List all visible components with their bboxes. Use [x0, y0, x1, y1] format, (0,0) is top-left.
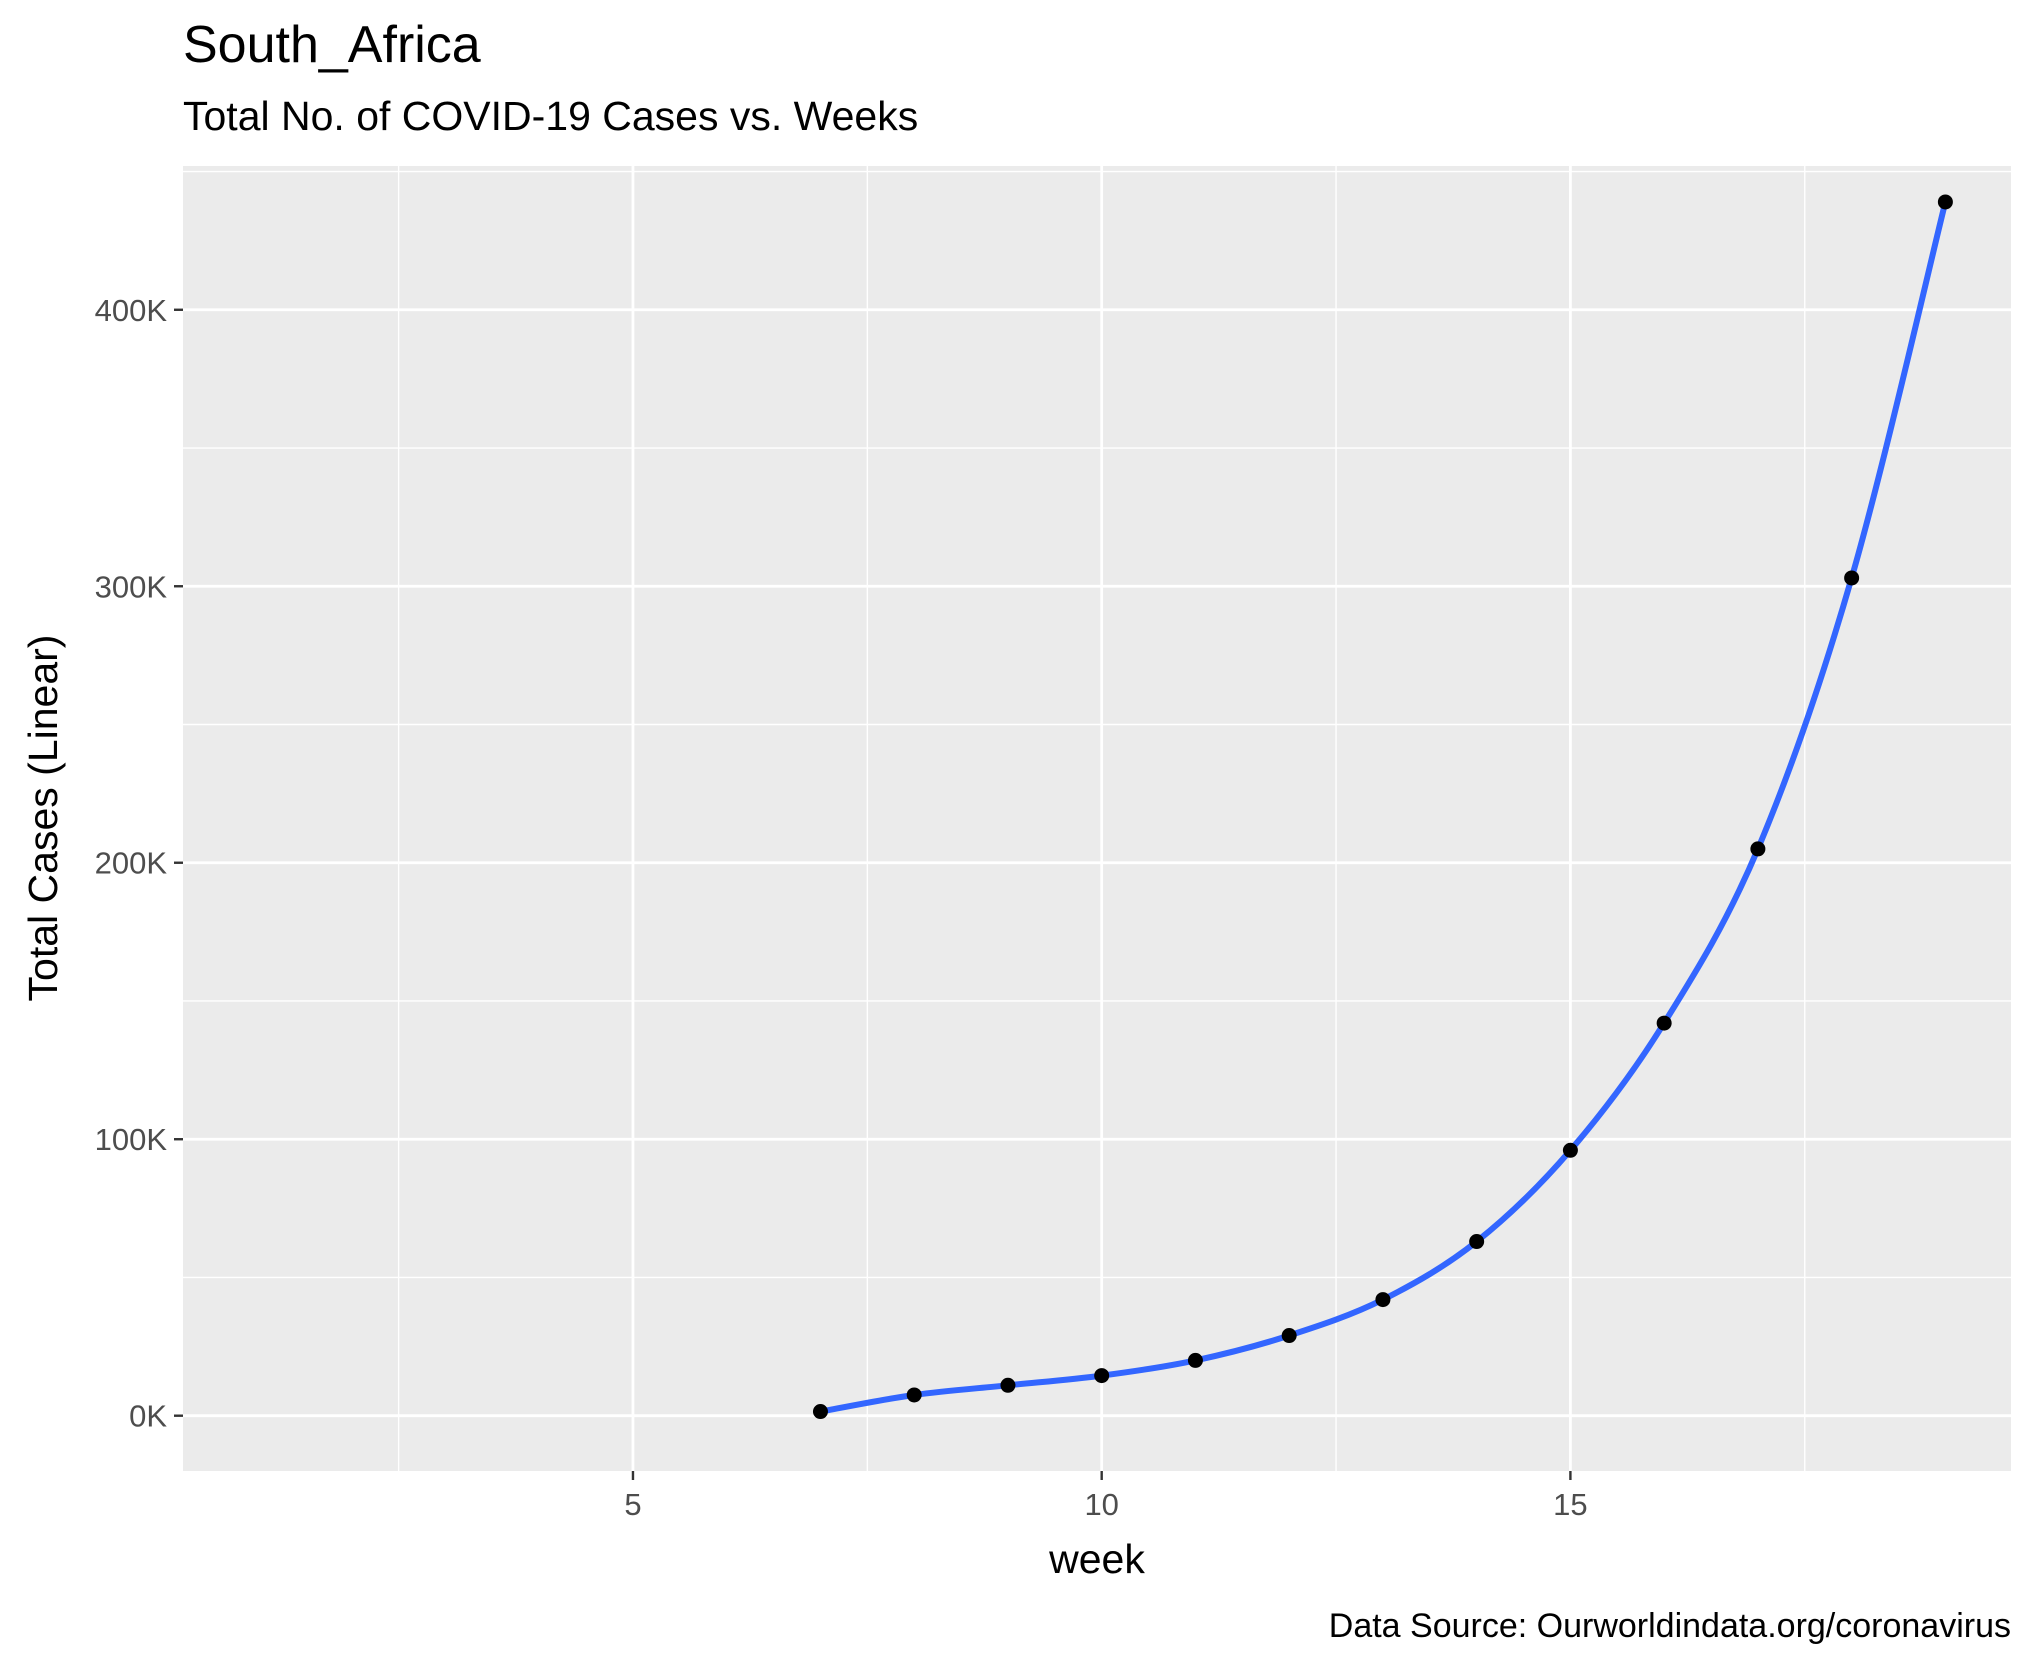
x-axis-tick-labels: 5 10 15 [624, 1487, 1587, 1522]
data-point [1187, 1352, 1203, 1368]
y-axis-ticks [174, 308, 183, 1417]
y-axis-tick-labels: 0K 100K 200K 300K 400K [95, 293, 168, 1434]
y-tick-label: 300K [95, 569, 168, 604]
x-tick-label: 5 [624, 1487, 641, 1522]
data-point [1000, 1377, 1016, 1393]
data-point [1562, 1142, 1578, 1158]
y-tick-label: 100K [95, 1122, 168, 1157]
data-point [906, 1387, 922, 1403]
y-tick-label: 0K [129, 1399, 167, 1434]
data-source-caption: Data Source: Ourworldindata.org/coronavi… [1329, 1607, 2011, 1645]
grid-minor [183, 166, 2011, 1471]
data-point [1469, 1234, 1485, 1250]
x-tick-label: 10 [1084, 1487, 1118, 1522]
data-point [1281, 1328, 1297, 1344]
y-tick-label: 400K [95, 293, 168, 328]
chart-title: South_Africa [183, 16, 481, 74]
data-point [1656, 1015, 1672, 1031]
x-tick-label: 15 [1553, 1487, 1587, 1522]
y-tick-label: 200K [95, 846, 168, 881]
data-point [1094, 1368, 1110, 1384]
data-point [812, 1404, 828, 1420]
panel-background [183, 166, 2011, 1471]
y-axis-title: Total Cases (Linear) [20, 635, 66, 1002]
data-point [1750, 841, 1766, 857]
series-points [812, 194, 1953, 1420]
data-point [1844, 570, 1860, 586]
chart-subtitle: Total No. of COVID-19 Cases vs. Weeks [183, 93, 918, 139]
data-point [1937, 194, 1953, 210]
x-axis-ticks [631, 1471, 1572, 1480]
grid-major [183, 166, 2011, 1471]
x-axis-title: week [1048, 1536, 1145, 1582]
data-point [1375, 1292, 1391, 1308]
